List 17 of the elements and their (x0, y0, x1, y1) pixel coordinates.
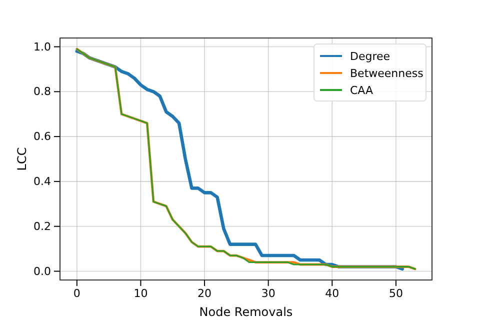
x-axis-title: Node Removals (199, 305, 293, 319)
legend-label: CAA (350, 84, 374, 97)
legend-label: Degree (350, 50, 390, 63)
x-tick-label: 40 (325, 286, 340, 300)
y-tick-label: 0.8 (34, 85, 51, 98)
y-tick-label: 0.2 (34, 220, 51, 233)
y-tick-label: 0.6 (34, 130, 51, 144)
x-tick-label: 10 (134, 286, 148, 300)
x-tick-label: 30 (261, 286, 276, 300)
y-axis-title: LCC (15, 147, 29, 171)
y-tick-label: 0.0 (34, 264, 51, 278)
x-tick-label: 50 (388, 286, 403, 300)
x-tick-label: 0 (73, 286, 80, 300)
x-tick-label: 20 (198, 286, 212, 300)
y-tick-label: 0.4 (34, 174, 51, 188)
legend-label: Betweenness (350, 67, 424, 80)
y-tick-label: 1.0 (34, 40, 51, 54)
